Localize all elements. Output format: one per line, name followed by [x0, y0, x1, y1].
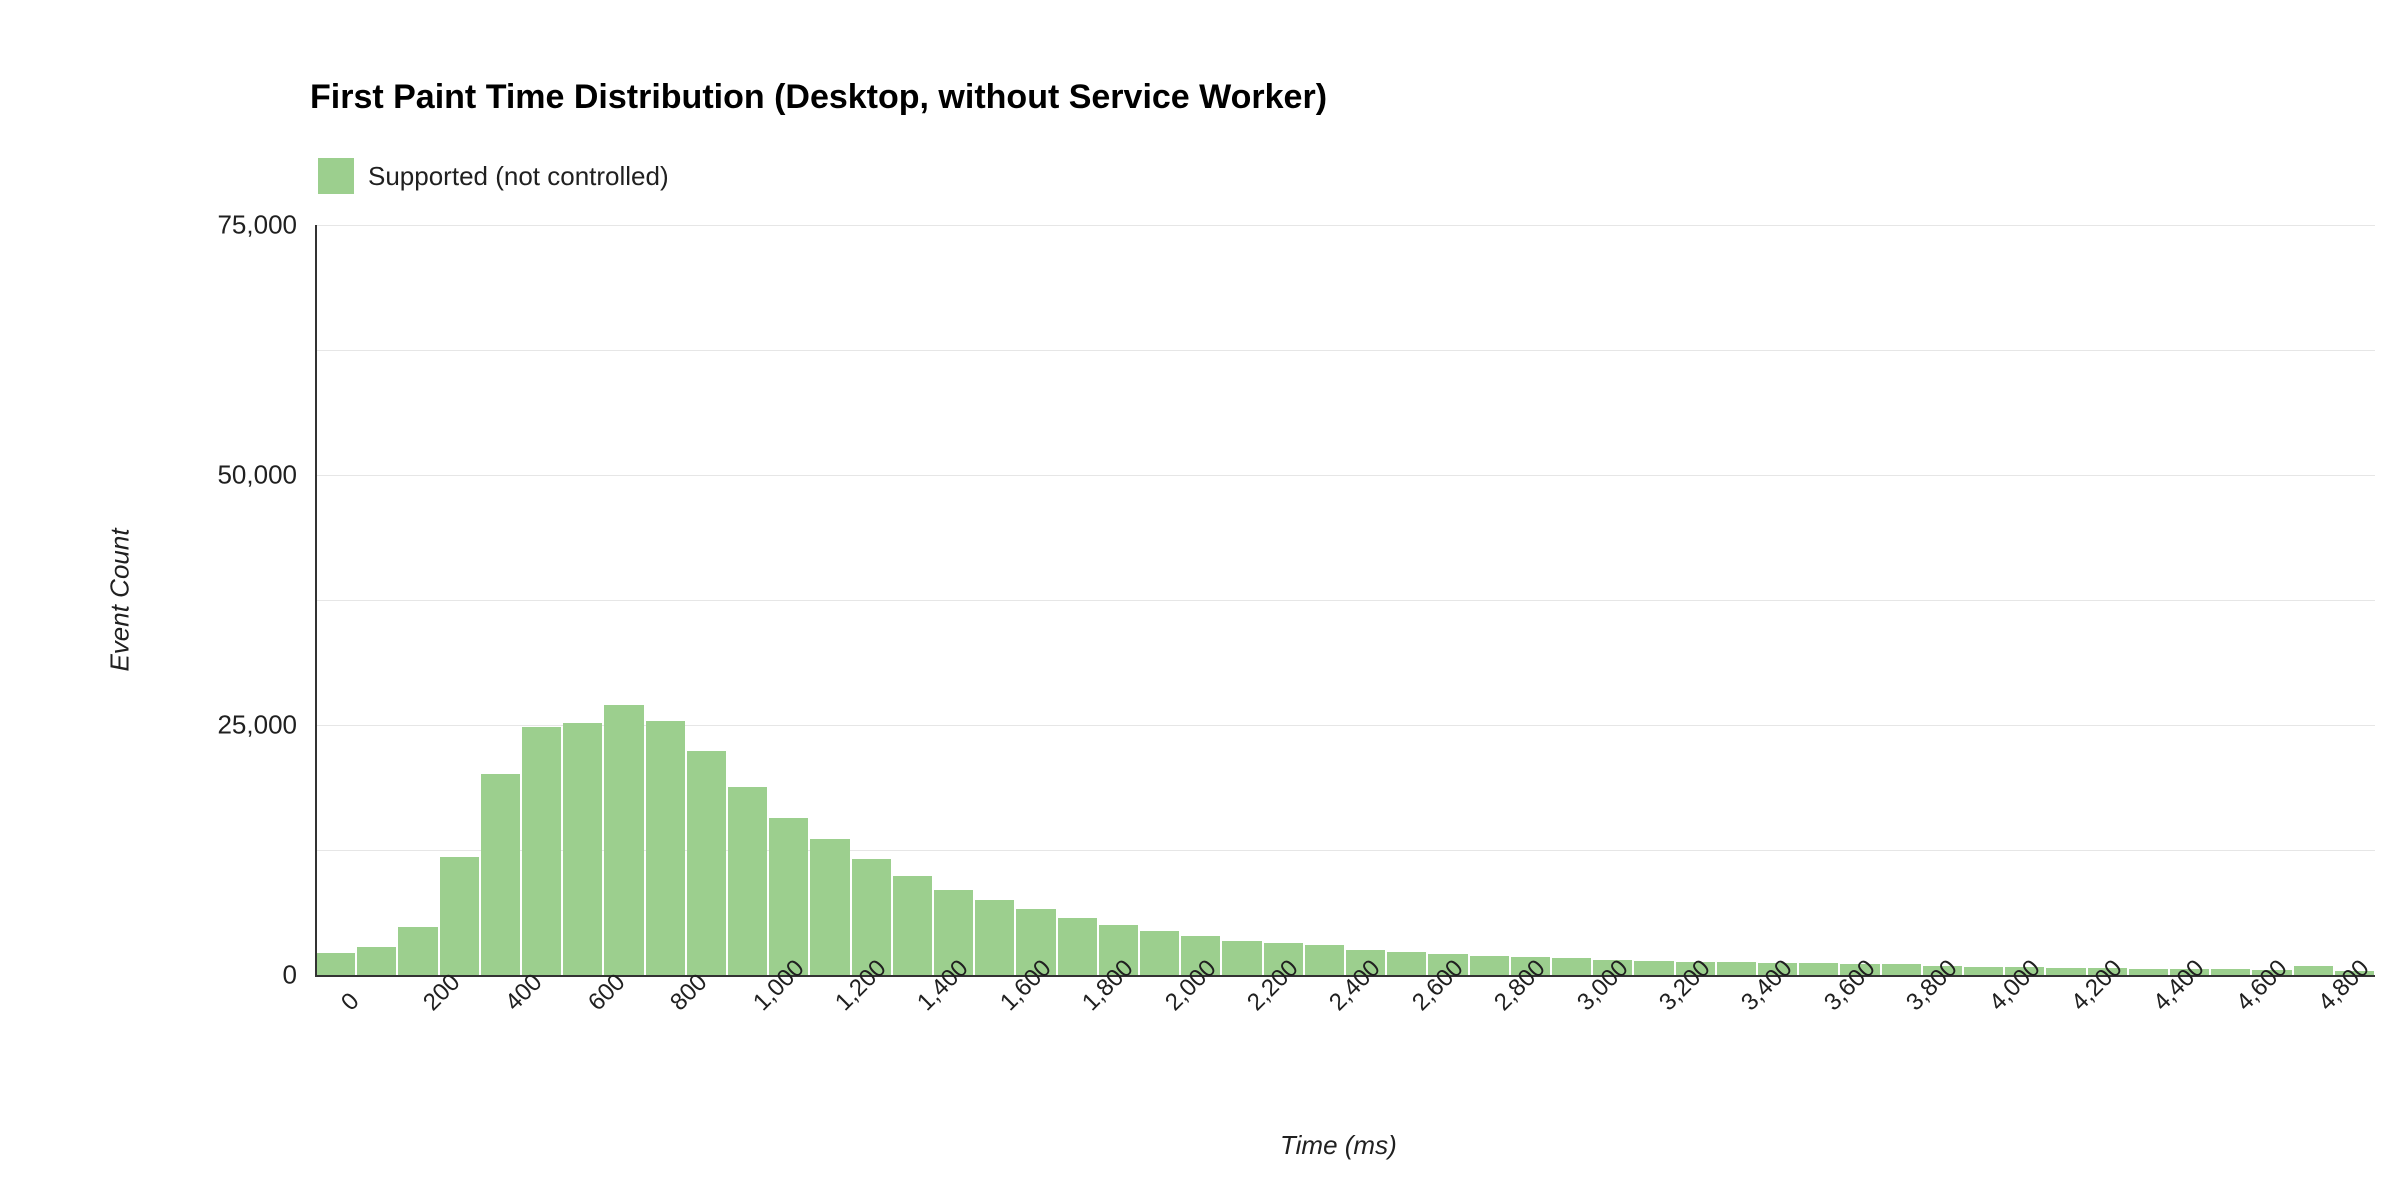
histogram-bar [646, 721, 685, 975]
histogram-chart: First Paint Time Distribution (Desktop, … [0, 0, 2400, 1200]
histogram-bar [975, 900, 1014, 975]
gridline [315, 475, 2375, 476]
histogram-bar [1305, 945, 1344, 975]
histogram-bar [604, 705, 643, 975]
histogram-bar [728, 787, 767, 975]
histogram-bar [357, 947, 396, 975]
legend: Supported (not controlled) [318, 158, 669, 194]
histogram-bar [2294, 966, 2333, 975]
histogram-bar [1634, 961, 1673, 975]
histogram-bar [1717, 962, 1756, 975]
histogram-bar [316, 953, 355, 975]
histogram-bar [1140, 931, 1179, 975]
histogram-bar [810, 839, 849, 975]
x-axis-title: Time (ms) [1280, 1130, 1397, 1161]
plot-area [315, 225, 2375, 975]
legend-label: Supported (not controlled) [368, 161, 669, 192]
gridline-minor [315, 600, 2375, 601]
histogram-bar [398, 927, 437, 975]
y-tick-label: 75,000 [217, 210, 297, 241]
histogram-bar [1964, 967, 2003, 975]
histogram-bar [440, 857, 479, 975]
legend-swatch [318, 158, 354, 194]
y-tick-label: 50,000 [217, 460, 297, 491]
histogram-bar [1222, 941, 1261, 975]
histogram-bar [1470, 956, 1509, 975]
histogram-bar [2046, 968, 2085, 975]
x-tick-label: 5,000 [2396, 955, 2400, 1017]
histogram-bar [1552, 958, 1591, 975]
histogram-bar [687, 751, 726, 975]
histogram-bar [563, 723, 602, 975]
gridline-minor [315, 350, 2375, 351]
y-axis-line [315, 225, 317, 975]
chart-title: First Paint Time Distribution (Desktop, … [310, 78, 1327, 117]
histogram-bar [1799, 963, 1838, 975]
gridline [315, 225, 2375, 226]
y-axis-title: Event Count [105, 528, 136, 671]
histogram-bar [522, 727, 561, 975]
x-tick-label: 0 [336, 988, 365, 1017]
histogram-bar [1058, 918, 1097, 975]
histogram-bar [481, 774, 520, 975]
histogram-bar [1387, 952, 1426, 975]
y-tick-label: 25,000 [217, 710, 297, 741]
histogram-bar [1882, 964, 1921, 975]
histogram-bar [769, 818, 808, 975]
y-tick-label: 0 [283, 960, 297, 991]
histogram-bar [893, 876, 932, 975]
